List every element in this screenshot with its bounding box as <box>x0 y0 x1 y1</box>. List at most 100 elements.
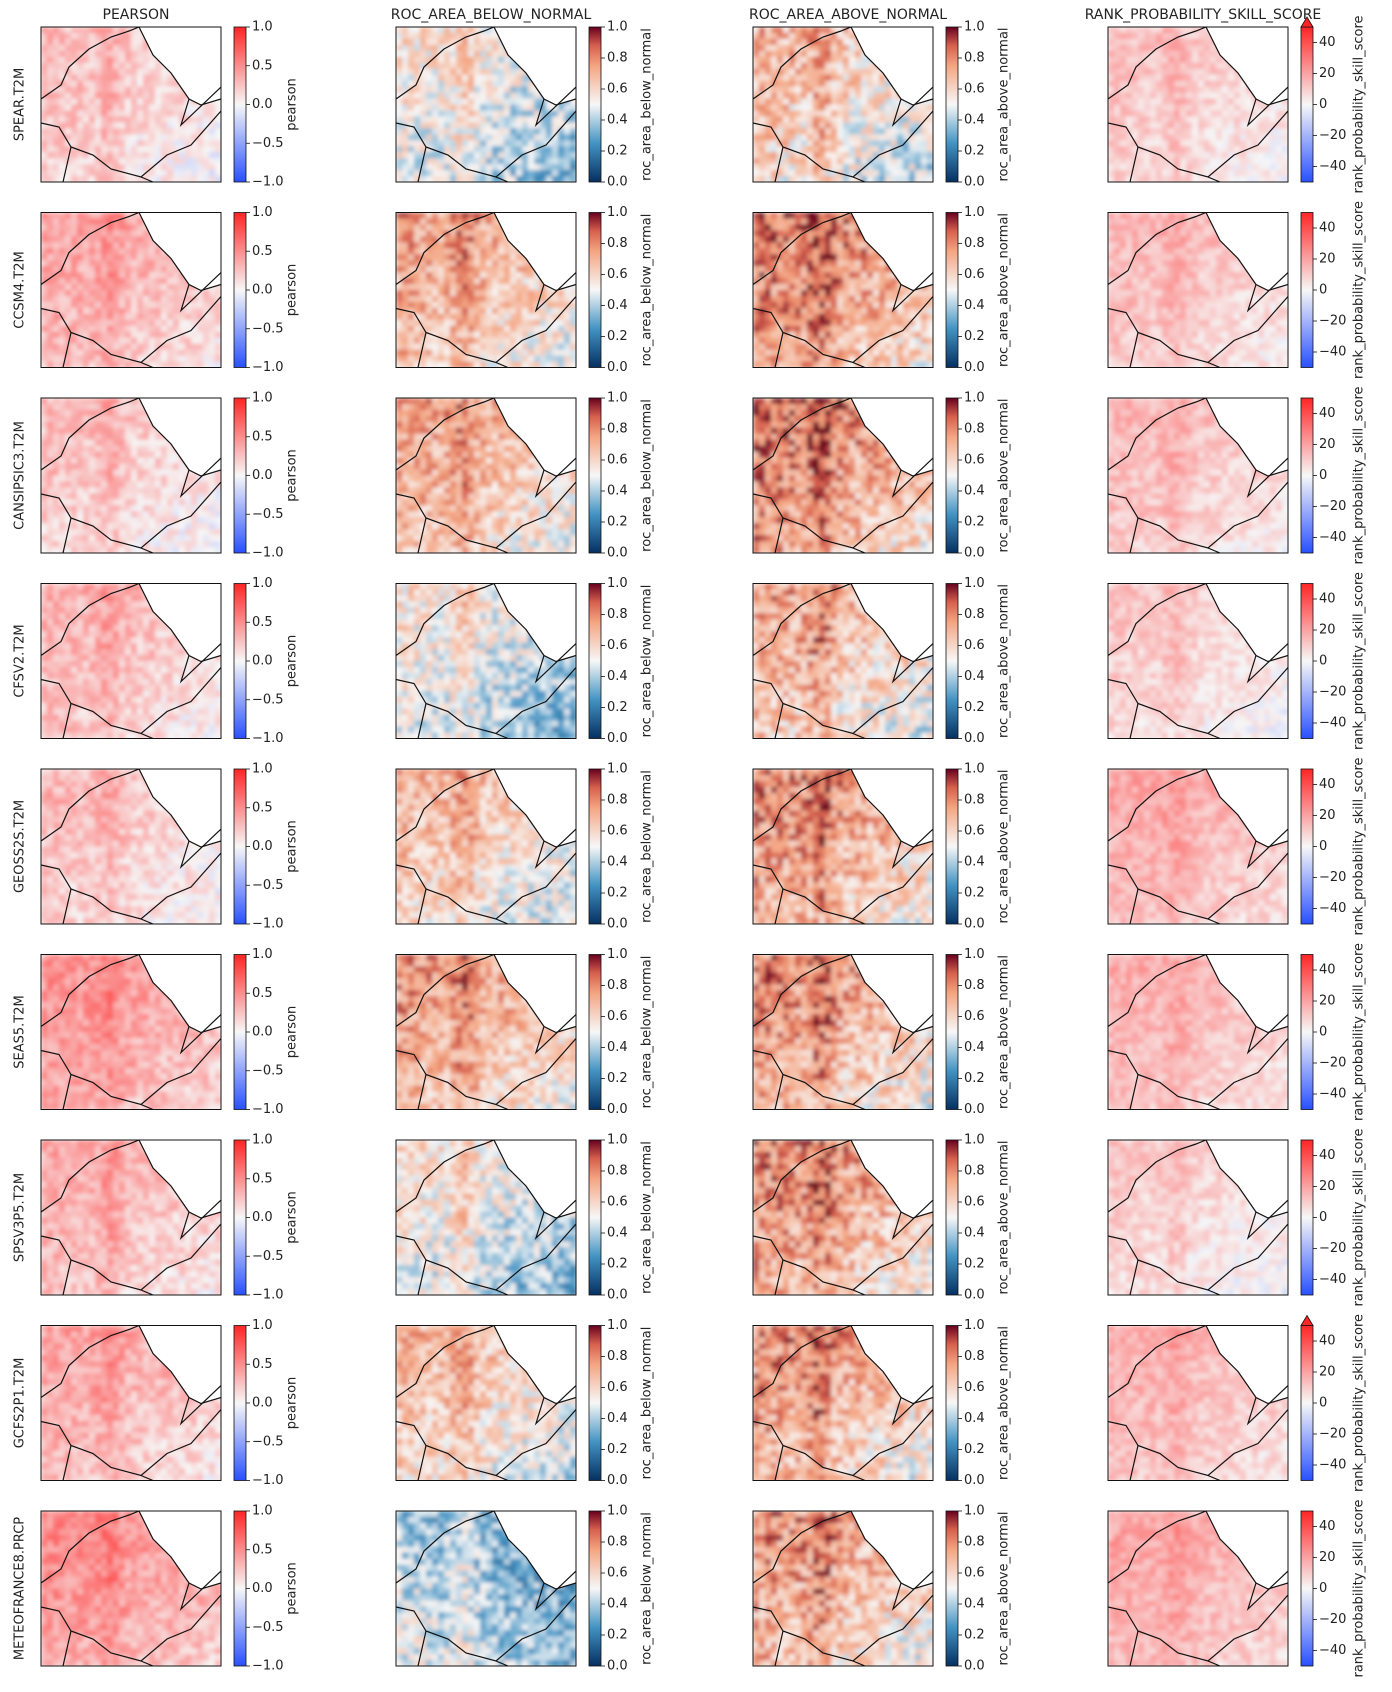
map-cell <box>1222 116 1229 123</box>
map-cell <box>522 87 529 94</box>
map-cell <box>849 164 856 171</box>
map-cell <box>831 128 838 135</box>
map-cell <box>450 290 457 297</box>
map-cell <box>783 39 790 46</box>
map-cell <box>783 105 790 112</box>
map-cell <box>41 260 48 267</box>
map-cell <box>137 290 144 297</box>
map-cell <box>801 51 808 58</box>
map-cell <box>197 116 204 123</box>
map-cell <box>1120 75 1127 82</box>
map-cell <box>107 128 114 135</box>
map-cell <box>843 128 850 135</box>
map-cell <box>41 99 48 106</box>
map-cell <box>1186 128 1193 135</box>
map-cell <box>498 320 505 327</box>
map-cell <box>504 99 511 106</box>
map-cell <box>504 320 511 327</box>
map-cell <box>53 105 60 112</box>
map-cell <box>783 254 790 261</box>
map-cell <box>1114 39 1121 46</box>
map-cell <box>47 152 54 159</box>
map-cell <box>119 146 126 153</box>
map-cell <box>891 99 898 106</box>
map-cell <box>113 314 120 321</box>
map-cell <box>41 51 48 58</box>
map-cell <box>1108 87 1115 94</box>
map-cell <box>71 116 78 123</box>
map-cell <box>149 105 156 112</box>
map-cell <box>408 69 415 76</box>
map-cell <box>438 260 445 267</box>
map-cell <box>873 99 880 106</box>
map-cell <box>1144 87 1151 94</box>
map-cell <box>819 51 826 58</box>
map-cell <box>1222 105 1229 112</box>
map-cell <box>161 105 168 112</box>
map-cell <box>837 146 844 153</box>
map-cell <box>89 254 96 261</box>
map-cell <box>486 314 493 321</box>
map-cell <box>867 99 874 106</box>
map-cell <box>426 272 433 279</box>
map-cell <box>753 302 760 309</box>
map-cell <box>1186 152 1193 159</box>
map-cell <box>438 57 445 64</box>
map-cell <box>564 128 571 135</box>
map-cell <box>462 320 469 327</box>
map-cell <box>759 57 766 64</box>
map-cell <box>444 290 451 297</box>
map-cell <box>498 69 505 76</box>
map-cell <box>1204 146 1211 153</box>
map-cell <box>558 290 565 297</box>
map-cell <box>414 146 421 153</box>
map-cell <box>1162 69 1169 76</box>
map-cell <box>101 152 108 159</box>
map-cell <box>65 272 72 279</box>
map-cell <box>855 128 862 135</box>
map-cell <box>396 224 403 231</box>
map-cell <box>101 242 108 249</box>
map-cell <box>444 87 451 94</box>
map-cell <box>1210 146 1217 153</box>
map-cell <box>498 116 505 123</box>
map-cell <box>831 57 838 64</box>
map-cell <box>480 51 487 58</box>
map-cell <box>71 236 78 243</box>
map-cell <box>420 57 427 64</box>
map-cell <box>396 314 403 321</box>
map-cell <box>41 146 48 153</box>
map-cell <box>468 152 475 159</box>
map-cell <box>1222 128 1229 135</box>
map-cell <box>432 242 439 249</box>
map-cell <box>396 27 403 34</box>
map-cell <box>83 254 90 261</box>
map-cell <box>444 116 451 123</box>
map-cell <box>131 39 138 46</box>
map-cell <box>402 116 409 123</box>
map-cell <box>53 332 60 339</box>
map-cell <box>101 99 108 106</box>
map-cell <box>1108 146 1115 153</box>
map-field <box>41 27 222 183</box>
map-cell <box>795 87 802 94</box>
map-cell <box>444 338 451 345</box>
map-cell <box>125 224 132 231</box>
map-cell <box>759 260 766 267</box>
map-cell <box>897 128 904 135</box>
map-cell <box>486 350 493 357</box>
map-cell <box>65 302 72 309</box>
map-cell <box>95 236 102 243</box>
map-cell <box>492 75 499 82</box>
map-cell <box>753 272 760 279</box>
map-cell <box>915 164 922 171</box>
map-cell <box>540 128 547 135</box>
map-cell <box>396 290 403 297</box>
row-label: SPEAR.T2M <box>13 68 28 141</box>
map-cell <box>759 332 766 339</box>
map-cell <box>783 260 790 267</box>
map-cell <box>149 302 156 309</box>
map-cell <box>402 302 409 309</box>
map-cell <box>420 99 427 106</box>
map-cell <box>879 116 886 123</box>
